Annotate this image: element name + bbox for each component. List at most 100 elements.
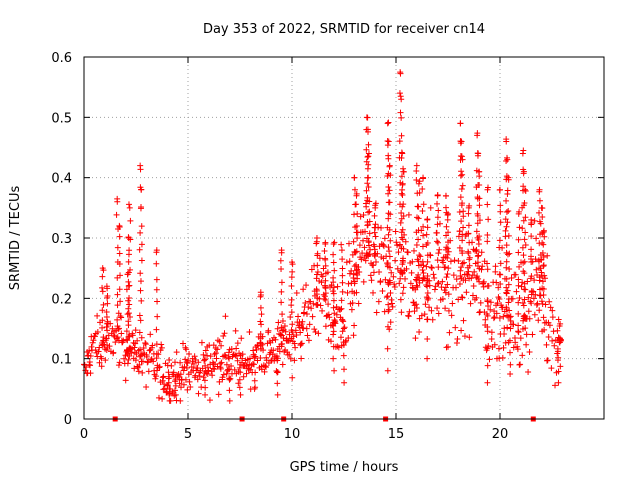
- data-point: [399, 192, 406, 199]
- data-point: [387, 172, 394, 179]
- data-point: [459, 250, 466, 257]
- data-point: [385, 119, 392, 126]
- data-point: [366, 230, 373, 237]
- data-point: [127, 236, 134, 243]
- data-point: [521, 258, 528, 265]
- data-point: [202, 384, 209, 391]
- data-point: [274, 325, 281, 332]
- data-point: [520, 183, 527, 190]
- data-point: [505, 281, 512, 288]
- data-point: [364, 222, 371, 229]
- data-point: [322, 241, 329, 248]
- data-point: [275, 319, 282, 326]
- data-point: [202, 356, 209, 363]
- data-point: [386, 326, 393, 333]
- data-point: [153, 247, 160, 254]
- data-point: [536, 265, 543, 272]
- data-point: [459, 294, 466, 301]
- data-point: [363, 146, 370, 153]
- data-point: [270, 347, 277, 354]
- data-point: [470, 283, 477, 290]
- data-point: [448, 312, 455, 319]
- data-point: [94, 312, 101, 319]
- data-point: [330, 343, 337, 350]
- data-point: [503, 197, 510, 204]
- data-point: [387, 289, 394, 296]
- data-point: [376, 269, 383, 276]
- data-point: [502, 339, 509, 346]
- data-point: [153, 286, 160, 293]
- data-point: [387, 319, 394, 326]
- data-point: [453, 276, 460, 283]
- data-point: [397, 296, 404, 303]
- grid: [84, 57, 604, 419]
- data-point: [506, 337, 513, 344]
- data-point: [250, 347, 257, 354]
- data-point: [99, 340, 106, 347]
- data-point: [368, 277, 375, 284]
- data-point: [457, 120, 464, 127]
- data-point: [431, 286, 438, 293]
- data-point: [279, 361, 286, 368]
- data-point: [200, 351, 207, 358]
- data-point: [370, 262, 377, 269]
- data-point: [372, 221, 379, 228]
- data-point: [439, 278, 446, 285]
- data-point: [397, 69, 404, 76]
- data-point: [519, 244, 526, 251]
- data-point: [273, 368, 280, 375]
- data-point: [353, 261, 360, 268]
- data-point: [394, 265, 401, 272]
- data-point: [349, 299, 356, 306]
- data-point: [103, 309, 110, 316]
- data-point: [415, 227, 422, 234]
- data-point: [360, 278, 367, 285]
- data-point: [136, 246, 143, 253]
- data-point: [305, 304, 312, 311]
- data-point: [446, 329, 453, 336]
- data-point: [445, 210, 451, 217]
- data-point: [442, 284, 449, 291]
- data-point: [468, 275, 475, 282]
- data-point: [134, 337, 141, 344]
- data-point: [333, 311, 340, 318]
- data-point: [370, 289, 377, 296]
- data-point: [99, 265, 106, 272]
- data-point: [503, 157, 510, 164]
- data-point: [289, 259, 295, 266]
- data-point: [172, 378, 179, 385]
- data-point: [363, 203, 370, 210]
- data-point: [413, 304, 420, 311]
- data-point: [246, 328, 253, 335]
- data-point: [469, 272, 476, 279]
- data-point: [460, 276, 467, 283]
- data-point: [313, 286, 320, 293]
- data-point: [138, 241, 145, 248]
- data-point: [116, 359, 123, 366]
- data-point: [413, 162, 420, 169]
- data-point: [296, 324, 303, 331]
- data-point: [288, 274, 295, 281]
- data-point: [538, 298, 545, 305]
- data-point: [384, 120, 391, 127]
- data-point: [399, 150, 406, 157]
- data-point: [317, 302, 324, 309]
- data-point: [190, 360, 197, 367]
- data-point: [442, 264, 449, 271]
- data-point: [278, 288, 285, 295]
- data-point: [365, 252, 372, 259]
- data-point: [116, 286, 123, 293]
- data-point: [325, 311, 332, 318]
- data-point: [517, 361, 524, 368]
- data-point: [354, 275, 361, 282]
- data-point: [394, 242, 401, 249]
- data-point: [450, 272, 457, 279]
- data-point: [125, 297, 132, 304]
- data-point: [236, 384, 243, 391]
- data-point: [534, 300, 541, 307]
- data-point: [299, 318, 306, 325]
- data-point: [411, 308, 418, 315]
- data-point: [380, 241, 387, 248]
- data-point: [315, 330, 322, 337]
- data-point: [503, 284, 510, 291]
